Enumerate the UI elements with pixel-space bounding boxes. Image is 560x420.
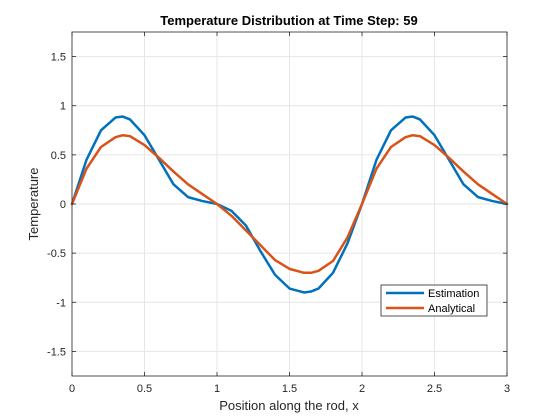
chart-title: Temperature Distribution at Time Step: 5… — [160, 13, 417, 28]
y-tick-label: 0 — [60, 199, 66, 211]
y-tick-label: 1 — [60, 101, 66, 113]
y-tick-label: 0.5 — [51, 150, 66, 162]
legend-label-estimation: Estimation — [428, 288, 479, 300]
ticks: 0 0.5 1 1.5 2 2.5 3 -1.5 -1 -0.5 0 0.5 1 1.5 — [47, 32, 510, 395]
x-tick-label: 1.5 — [282, 383, 297, 395]
series-group — [70, 115, 509, 294]
series-line-analytical — [70, 133, 509, 275]
x-tick-label: 3 — [504, 383, 510, 395]
series-line-estimation — [70, 115, 509, 294]
y-tick-label: -1.5 — [47, 346, 66, 358]
y-tick-label: -1 — [56, 297, 66, 309]
x-tick-label: 0.5 — [137, 383, 152, 395]
x-tick-label: 0 — [69, 383, 75, 395]
x-tick-label: 1 — [214, 383, 220, 395]
y-axis-label: Temperature — [26, 168, 41, 241]
x-axis-label: Position along the rod, x — [219, 398, 359, 413]
x-tick-label: 2 — [359, 383, 365, 395]
legend-box — [380, 284, 488, 317]
legend: Estimation Analytical — [380, 284, 488, 317]
y-tick-label: -0.5 — [47, 248, 66, 260]
y-tick-label: 1.5 — [51, 52, 66, 64]
x-tick-label: 2.5 — [427, 383, 442, 395]
legend-label-analytical: Analytical — [428, 303, 475, 315]
